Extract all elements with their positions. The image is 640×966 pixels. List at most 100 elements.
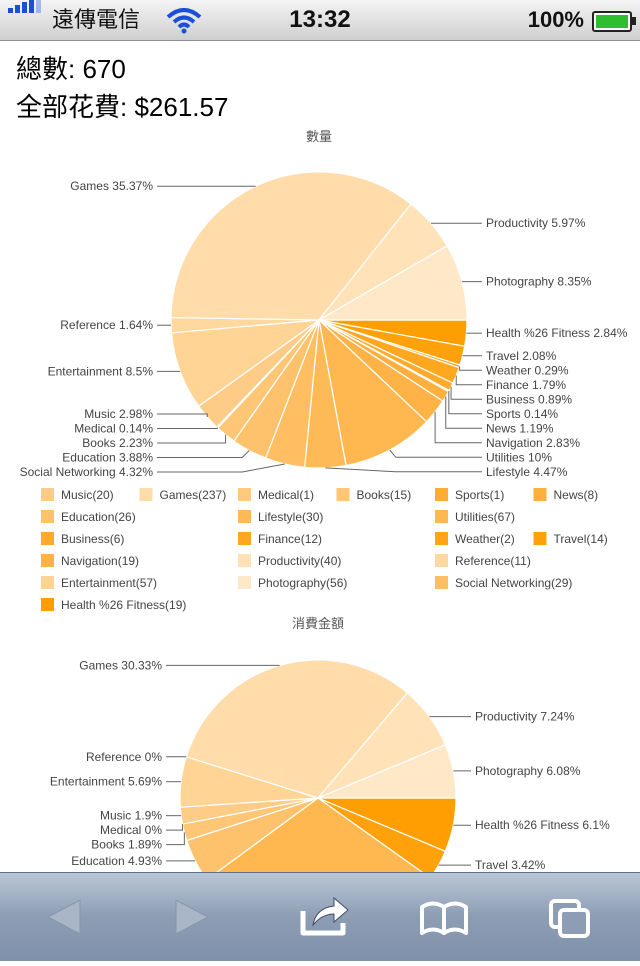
legend-label: Finance(12): [258, 532, 322, 546]
label-leader-line: [157, 450, 250, 458]
slice-label-photography: Photography 8.35%: [486, 275, 592, 289]
count-pie-chart: 數量 Productivity 5.97% Photography 8.35% Hea…: [20, 129, 628, 612]
slice-label-books: Books 1.89%: [91, 838, 162, 852]
legend-label: News(8): [554, 488, 599, 502]
label-leader-line: [448, 391, 482, 415]
total-count: 總數: 670: [16, 54, 126, 84]
legend-label: Productivity(40): [258, 554, 341, 568]
slice-label-weather: Weather 0.29%: [486, 363, 569, 377]
slice-label-books: Books 2.23%: [82, 436, 153, 450]
legend-item-news: News(8): [533, 488, 599, 502]
slice-label-news: News 1.19%: [486, 421, 554, 435]
label-leader-line: [459, 366, 482, 371]
legend-label: Education(26): [61, 510, 136, 524]
legend-swatch: [238, 510, 251, 523]
legend-swatch: [41, 576, 54, 589]
slice-label-entertainment: Entertainment 8.5%: [48, 364, 154, 378]
legend-swatch: [435, 554, 448, 567]
slice-label-music: Music 1.9%: [100, 809, 162, 823]
back-button[interactable]: [30, 887, 100, 947]
legend-item-books: Books(15): [336, 488, 412, 502]
legend-item-finance: Finance(12): [238, 532, 322, 546]
pie-slice-games: [170, 171, 412, 321]
legend-swatch: [238, 576, 251, 589]
slice-label-productivity: Productivity 7.24%: [475, 710, 575, 724]
legend-swatch: [435, 488, 448, 501]
slice-label-reference: Reference 1.64%: [60, 318, 153, 332]
slice-label-medical: Medical 0%: [100, 823, 162, 837]
slice-label-health-and-fitness: Health %26 Fitness 6.1%: [475, 818, 610, 832]
legend-item-entertainment: Entertainment(57): [41, 576, 157, 590]
legend-item-lifestyle: Lifestyle(30): [238, 510, 323, 524]
label-leader-line: [166, 824, 183, 831]
slice-label-travel: Travel 2.08%: [486, 349, 557, 363]
legend-label: Travel(14): [554, 532, 608, 546]
legend-item-music: Music(20): [41, 488, 114, 502]
carrier-name: 遠傳電信: [52, 7, 141, 32]
slice-label-education: Education 3.88%: [62, 451, 153, 465]
bookmarks-icon: [420, 901, 468, 935]
legend-item-travel: Travel(14): [533, 532, 608, 546]
legend-item-photography: Photography(56): [238, 576, 347, 590]
legend-swatch: [238, 532, 251, 545]
legend-swatch: [139, 488, 153, 501]
label-leader-line: [157, 463, 285, 473]
legend-item-weather: Weather(2): [435, 532, 515, 546]
wifi-icon: [166, 8, 202, 34]
slice-label-entertainment: Entertainment 5.69%: [50, 775, 162, 789]
legend-label: Reference(11): [455, 554, 531, 568]
legend-label: Games(237): [160, 488, 227, 502]
slice-label-productivity: Productivity 5.97%: [486, 216, 586, 230]
slice-label-games: Games 35.37%: [70, 179, 153, 193]
forward-button[interactable]: [158, 887, 228, 947]
label-leader-line: [157, 413, 208, 418]
summary: 總數: 670 全部花費: $261.57: [16, 50, 228, 126]
legend-swatch: [41, 554, 54, 567]
legend-label: Lifestyle(30): [258, 510, 323, 524]
legend-label: Books(15): [357, 488, 412, 502]
legend-label: Sports(1): [455, 488, 504, 502]
legend-swatch: [533, 488, 547, 501]
slice-label-navigation: Navigation 2.83%: [486, 436, 580, 450]
label-leader-line: [450, 386, 482, 400]
legend-swatch: [435, 510, 448, 523]
legend-swatch: [41, 532, 54, 545]
legend-label: Health %26 Fitness(19): [61, 598, 186, 612]
legend-swatch: [435, 576, 448, 589]
slice-label-music: Music 2.98%: [84, 407, 153, 421]
legend-swatch: [41, 488, 54, 501]
legend-item-utilities: Utilities(67): [435, 510, 515, 524]
legend-label: Medical(1): [258, 488, 314, 502]
legend-item-business: Business(6): [41, 532, 124, 546]
legend-swatch: [533, 532, 547, 545]
slice-label-finance: Finance 1.79%: [486, 378, 566, 392]
slice-label-medical: Medical 0.14%: [74, 422, 153, 436]
label-leader-line: [455, 375, 482, 386]
legend-item-productivity: Productivity(40): [238, 554, 341, 568]
legend-item-sports: Sports(1): [435, 488, 504, 502]
slice-label-travel: Travel 3.42%: [475, 858, 546, 872]
legend-label: Music(20): [61, 488, 114, 502]
tabs-button[interactable]: [535, 887, 605, 947]
battery-charging-icon: [592, 11, 636, 32]
legend-label: Social Networking(29): [455, 576, 572, 590]
legend-swatch: [238, 488, 251, 501]
chart-legend: Music(20) Games(237) Medical(1) Books(15) Sp…: [41, 488, 608, 612]
bookmarks-button[interactable]: [410, 887, 480, 947]
label-leader-line: [166, 832, 185, 846]
legend-item-reference: Reference(11): [435, 554, 531, 568]
legend-item-medical: Medical(1): [238, 488, 314, 502]
pie-slice-remaining: [216, 797, 423, 872]
slice-label-lifestyle: Lifestyle 4.47%: [486, 465, 568, 479]
label-leader-line: [434, 411, 482, 444]
status-time: 13:32: [289, 6, 351, 33]
pie-slice-photography: [317, 744, 457, 799]
slice-label-games: Games 30.33%: [79, 658, 162, 672]
slice-label-reference: Reference 0%: [86, 750, 162, 764]
legend-item-navigation: Navigation(19): [41, 554, 139, 568]
share-icon: [300, 896, 349, 936]
slice-label-education: Education 4.93%: [71, 854, 162, 868]
share-button[interactable]: [290, 887, 360, 947]
label-leader-line: [445, 396, 482, 429]
chart-title: 數量: [306, 129, 332, 144]
